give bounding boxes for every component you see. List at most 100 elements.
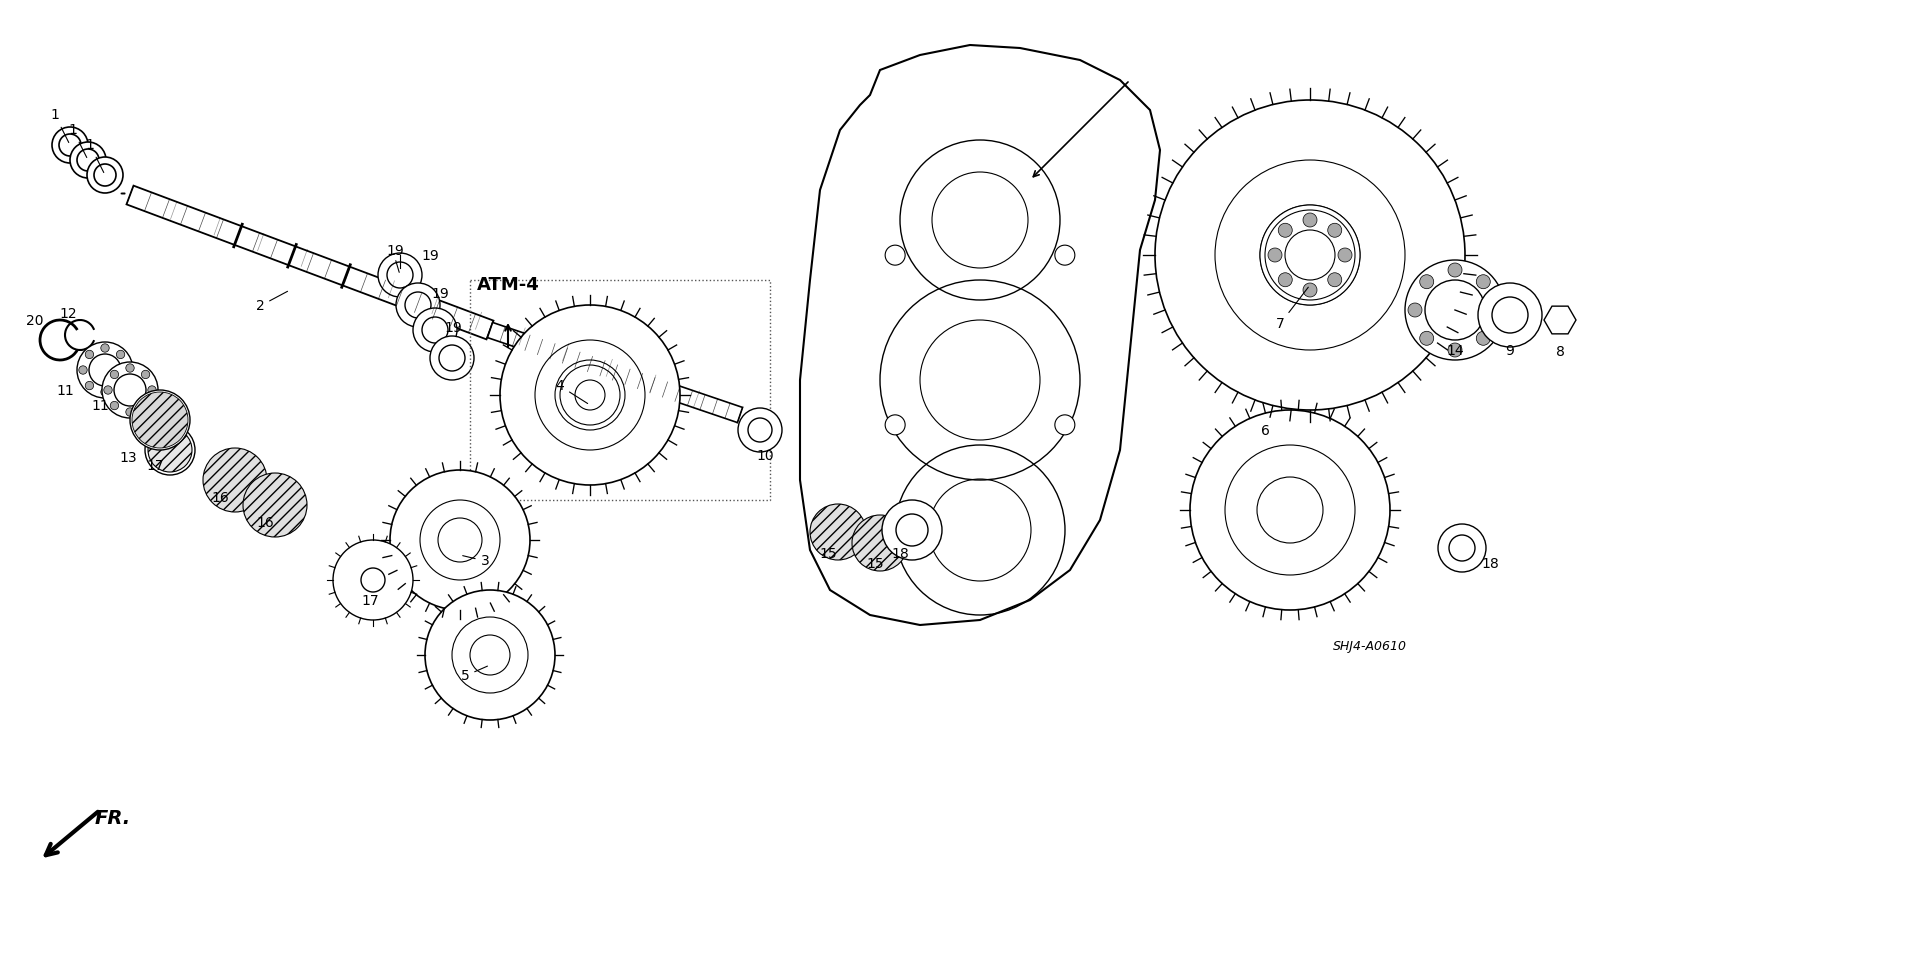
Text: 6: 6 bbox=[1261, 424, 1269, 438]
Circle shape bbox=[749, 418, 772, 442]
Circle shape bbox=[117, 351, 125, 358]
Circle shape bbox=[1258, 477, 1323, 543]
Circle shape bbox=[413, 308, 457, 352]
Circle shape bbox=[146, 425, 196, 475]
Text: 9: 9 bbox=[1505, 344, 1515, 358]
Circle shape bbox=[561, 365, 620, 425]
Circle shape bbox=[148, 428, 192, 472]
Circle shape bbox=[144, 404, 177, 436]
Circle shape bbox=[1450, 535, 1475, 561]
Circle shape bbox=[1054, 245, 1075, 265]
Circle shape bbox=[1279, 223, 1292, 238]
Circle shape bbox=[430, 336, 474, 380]
Circle shape bbox=[881, 500, 943, 560]
Circle shape bbox=[1265, 210, 1356, 300]
Text: ATM-4: ATM-4 bbox=[476, 276, 540, 294]
Circle shape bbox=[1419, 275, 1434, 288]
Text: 3: 3 bbox=[463, 554, 490, 568]
Circle shape bbox=[84, 351, 94, 358]
Circle shape bbox=[79, 366, 86, 375]
Text: 11: 11 bbox=[56, 384, 73, 398]
Text: 16: 16 bbox=[255, 516, 275, 530]
Circle shape bbox=[127, 364, 134, 373]
Circle shape bbox=[1405, 260, 1505, 360]
Circle shape bbox=[1419, 331, 1434, 345]
Circle shape bbox=[1225, 445, 1356, 575]
Circle shape bbox=[1476, 275, 1490, 288]
Circle shape bbox=[885, 245, 904, 265]
Circle shape bbox=[737, 408, 781, 452]
Circle shape bbox=[897, 514, 927, 546]
Text: 18: 18 bbox=[1480, 557, 1500, 571]
Polygon shape bbox=[1544, 307, 1576, 333]
Circle shape bbox=[405, 292, 430, 318]
Text: 7: 7 bbox=[1275, 287, 1308, 331]
Circle shape bbox=[1054, 415, 1075, 435]
Circle shape bbox=[574, 380, 605, 410]
Circle shape bbox=[1215, 160, 1405, 350]
Text: 1: 1 bbox=[50, 108, 69, 143]
Circle shape bbox=[810, 504, 866, 560]
Text: 1: 1 bbox=[69, 123, 86, 157]
Circle shape bbox=[1267, 248, 1283, 262]
Polygon shape bbox=[127, 186, 493, 339]
Circle shape bbox=[117, 381, 125, 390]
Circle shape bbox=[1260, 205, 1359, 305]
Text: 10: 10 bbox=[756, 449, 774, 463]
Circle shape bbox=[361, 568, 386, 592]
Circle shape bbox=[470, 635, 511, 675]
Circle shape bbox=[438, 518, 482, 562]
Circle shape bbox=[100, 388, 109, 397]
Circle shape bbox=[388, 262, 413, 288]
Text: 20: 20 bbox=[27, 314, 44, 328]
Circle shape bbox=[1265, 210, 1356, 300]
Circle shape bbox=[499, 305, 680, 485]
Text: 19: 19 bbox=[444, 321, 463, 335]
Text: 17: 17 bbox=[361, 594, 378, 608]
Circle shape bbox=[1448, 343, 1461, 357]
Circle shape bbox=[1329, 273, 1342, 286]
Circle shape bbox=[102, 362, 157, 418]
Text: 12: 12 bbox=[60, 307, 77, 321]
Circle shape bbox=[1478, 283, 1542, 347]
Circle shape bbox=[440, 345, 465, 371]
Circle shape bbox=[378, 253, 422, 297]
Polygon shape bbox=[488, 323, 743, 422]
Circle shape bbox=[156, 436, 184, 464]
Circle shape bbox=[390, 470, 530, 610]
Circle shape bbox=[555, 360, 626, 430]
Text: 13: 13 bbox=[119, 451, 136, 465]
Circle shape bbox=[1338, 248, 1352, 262]
Circle shape bbox=[131, 390, 190, 450]
Circle shape bbox=[885, 415, 904, 435]
Text: 18: 18 bbox=[891, 547, 908, 561]
Circle shape bbox=[1304, 283, 1317, 297]
Text: 19: 19 bbox=[420, 249, 440, 263]
Circle shape bbox=[1488, 303, 1501, 317]
Text: 15: 15 bbox=[866, 557, 883, 571]
Text: 5: 5 bbox=[461, 666, 488, 683]
Circle shape bbox=[84, 381, 94, 390]
Circle shape bbox=[142, 370, 150, 378]
Circle shape bbox=[1448, 263, 1461, 277]
Circle shape bbox=[127, 408, 134, 416]
Circle shape bbox=[472, 637, 509, 673]
Bar bbox=[470, 280, 770, 500]
Circle shape bbox=[52, 127, 88, 163]
Circle shape bbox=[1260, 205, 1359, 305]
Circle shape bbox=[204, 448, 267, 512]
Text: 11: 11 bbox=[90, 399, 109, 413]
Text: 19: 19 bbox=[386, 244, 403, 258]
Text: 2: 2 bbox=[255, 291, 288, 313]
Circle shape bbox=[1260, 480, 1321, 540]
Circle shape bbox=[69, 142, 106, 178]
Circle shape bbox=[77, 342, 132, 398]
Circle shape bbox=[60, 134, 81, 156]
Circle shape bbox=[332, 540, 413, 620]
Circle shape bbox=[1407, 303, 1423, 317]
Circle shape bbox=[420, 500, 499, 580]
Circle shape bbox=[536, 340, 645, 450]
Circle shape bbox=[142, 401, 150, 410]
Text: 8: 8 bbox=[1555, 345, 1565, 359]
Circle shape bbox=[244, 473, 307, 537]
